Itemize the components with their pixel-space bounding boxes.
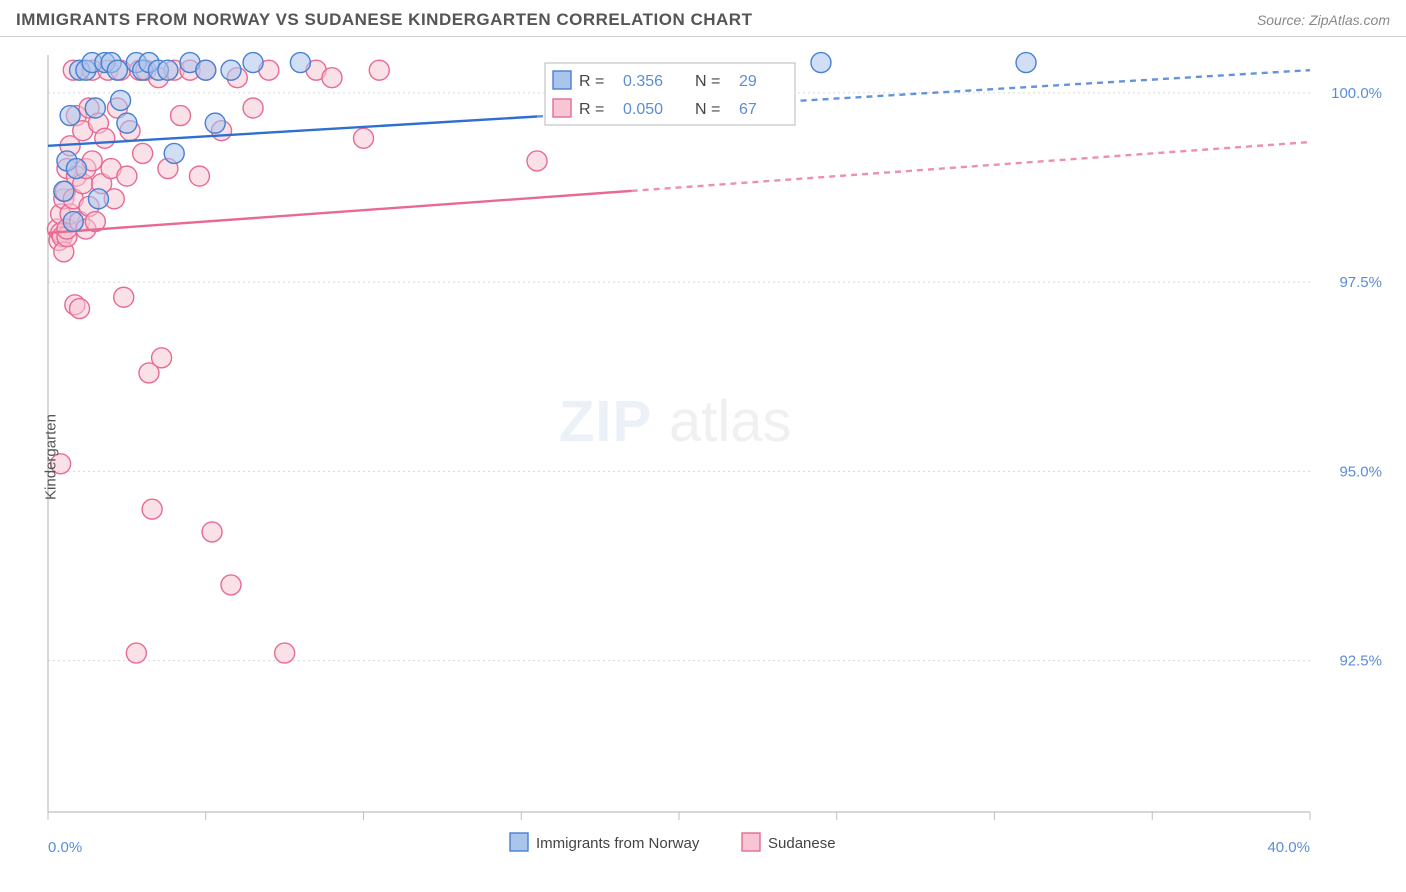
watermark: atlas [669,389,792,454]
legend-R-label: R = [579,73,604,90]
data-point-norway [164,143,184,163]
trend-line-sudanese [48,191,632,233]
bottom-legend-swatch [742,833,760,851]
data-point-sudanese [95,128,115,148]
data-point-sudanese [275,643,295,663]
data-point-norway [158,60,178,80]
x-tick-label: 0.0% [48,839,82,856]
y-tick-label: 100.0% [1331,85,1382,102]
data-point-norway [1016,53,1036,73]
data-point-sudanese [354,128,374,148]
data-point-sudanese [171,106,191,126]
scatter-chart: 92.5% 95.0% 97.5% 100.0% 0.0% 40.0% ZIP atlas R … [0,37,1406,877]
data-point-sudanese [221,575,241,595]
data-point-sudanese [369,60,389,80]
data-point-norway [243,53,263,73]
source-name: ZipAtlas.com [1309,12,1390,28]
data-point-sudanese [126,643,146,663]
data-point-norway [63,212,83,232]
data-point-norway [205,113,225,133]
data-point-sudanese [527,151,547,171]
legend-N-value: 29 [739,73,757,90]
data-point-norway [85,98,105,118]
legend-R-value: 0.050 [623,101,663,118]
data-point-sudanese [202,522,222,542]
data-point-sudanese [114,287,134,307]
trend-line-dashed-sudanese [632,142,1310,191]
title-bar: IMMIGRANTS FROM NORWAY VS SUDANESE KINDE… [0,0,1406,37]
legend-R-value: 0.356 [623,73,663,90]
y-tick-label: 92.5% [1339,653,1382,670]
bottom-legend-label: Sudanese [768,835,836,852]
data-point-sudanese [322,68,342,88]
data-point-norway [60,106,80,126]
data-point-norway [107,60,127,80]
source: Source: ZipAtlas.com [1257,12,1390,28]
bottom-legend-label: Immigrants from Norway [536,835,700,852]
data-point-sudanese [243,98,263,118]
data-point-sudanese [117,166,137,186]
legend-R-label: R = [579,101,604,118]
data-point-sudanese [142,499,162,519]
legend-swatch [553,99,571,117]
data-point-sudanese [133,143,153,163]
data-point-norway [811,53,831,73]
data-point-norway [111,90,131,110]
data-point-norway [66,159,86,179]
watermark: ZIP [559,389,652,454]
legend-N-label: N = [695,73,720,90]
y-tick-label: 97.5% [1339,274,1382,291]
data-point-norway [221,60,241,80]
chart-title: IMMIGRANTS FROM NORWAY VS SUDANESE KINDE… [16,10,752,30]
y-axis-label: Kindergarten [42,414,59,500]
chart-area: Kindergarten 92.5% 95.0% 97.5% 100.0% 0.0% 40… [0,37,1406,877]
data-point-norway [88,189,108,209]
data-point-norway [196,60,216,80]
data-point-sudanese [189,166,209,186]
x-tick-label: 40.0% [1267,839,1310,856]
bottom-legend-swatch [510,833,528,851]
source-label: Source: [1257,12,1305,28]
data-point-norway [290,53,310,73]
legend-N-value: 67 [739,101,757,118]
data-point-sudanese [152,348,172,368]
data-point-norway [54,181,74,201]
data-point-norway [117,113,137,133]
legend-N-label: N = [695,101,720,118]
legend-swatch [553,71,571,89]
y-tick-label: 95.0% [1339,463,1382,480]
data-point-sudanese [70,299,90,319]
